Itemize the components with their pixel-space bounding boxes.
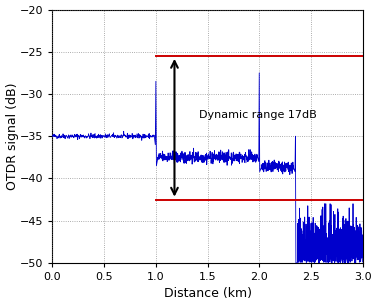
Y-axis label: OTDR signal (dB): OTDR signal (dB): [6, 82, 18, 190]
X-axis label: Distance (km): Distance (km): [164, 287, 251, 300]
Text: Dynamic range 17dB: Dynamic range 17dB: [199, 110, 317, 120]
